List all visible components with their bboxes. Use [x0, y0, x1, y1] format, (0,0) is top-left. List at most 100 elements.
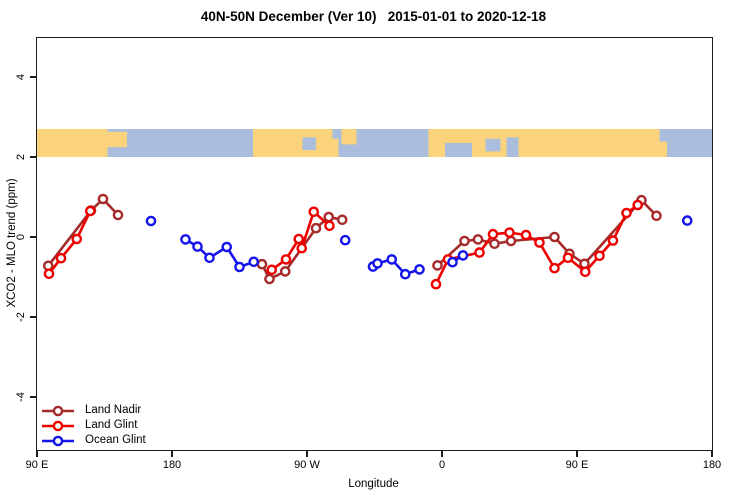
data-point-land-glint	[579, 266, 591, 278]
data-point-land-glint	[487, 228, 499, 240]
series-land-glint	[43, 199, 644, 290]
x-tick-mark	[711, 450, 713, 457]
data-point-land-glint	[324, 220, 335, 232]
data-point-land-nadir	[505, 235, 517, 247]
data-point-land-glint	[549, 262, 560, 274]
data-point-ocean-glint	[234, 261, 245, 273]
x-tick-mark	[576, 450, 578, 457]
map-water-patch	[445, 143, 472, 157]
data-point-ocean-glint	[457, 250, 469, 261]
data-point-land-nadir	[310, 222, 322, 234]
legend-marker-ocean-glint-icon	[42, 435, 74, 446]
data-point-land-glint	[296, 242, 308, 254]
y-tick-mark	[30, 76, 36, 78]
data-point-land-glint	[594, 250, 605, 262]
series-ocean-glint	[145, 215, 693, 280]
data-point-land-glint	[562, 252, 574, 264]
chart-canvas	[37, 129, 712, 290]
x-tick-mark	[171, 450, 173, 457]
data-point-land-glint	[308, 206, 320, 218]
data-point-land-glint	[607, 235, 619, 246]
data-point-land-nadir	[549, 231, 560, 243]
data-point-land-glint	[280, 254, 292, 265]
data-point-land-glint	[84, 205, 96, 217]
legend-label-land-nadir: Land Nadir	[85, 404, 142, 416]
data-point-land-nadir	[112, 209, 124, 221]
map-land-segment	[107, 131, 127, 148]
x-tick-label: 0	[438, 459, 446, 471]
series-land-nadir	[42, 193, 662, 285]
data-point-ocean-glint	[339, 234, 351, 246]
data-point-ocean-glint	[372, 258, 383, 269]
map-water-patch	[485, 138, 501, 152]
data-point-land-nadir	[264, 273, 275, 285]
map-water-patch	[332, 129, 339, 139]
data-point-land-glint	[534, 237, 545, 248]
x-tick-label: 90 W	[294, 459, 320, 471]
data-point-ocean-glint	[221, 241, 233, 253]
series-line-land-glint	[47, 209, 92, 276]
x-tick-mark	[36, 450, 38, 457]
y-tick-mark	[30, 156, 36, 158]
map-land-segment	[37, 129, 108, 157]
data-point-ocean-glint	[204, 252, 215, 264]
data-point-land-nadir	[279, 266, 291, 277]
data-point-ocean-glint	[248, 256, 260, 268]
data-point-land-glint	[621, 207, 632, 219]
legend: Land Nadir Land Glint Ocean Glint	[41, 403, 146, 448]
legend-item-ocean-glint: Ocean Glint	[41, 433, 146, 448]
data-point-land-nadir	[472, 234, 484, 245]
legend-marker-land-nadir-icon	[42, 405, 74, 416]
map-water-patch	[302, 137, 316, 150]
y-tick-label: 4	[15, 73, 27, 81]
chart-title: 40N-50N December (Ver 10) 2015-01-01 to …	[200, 9, 547, 24]
data-point-ocean-glint	[145, 215, 157, 227]
x-tick-label: 180	[702, 459, 722, 471]
data-point-land-glint	[266, 264, 278, 276]
series-line-land-nadir	[46, 197, 120, 268]
data-point-land-nadir	[97, 193, 109, 205]
world-map-band	[37, 129, 712, 157]
map-land-segment	[659, 141, 667, 157]
data-point-land-nadir	[432, 260, 443, 271]
legend-label-land-glint: Land Glint	[85, 419, 138, 431]
data-point-ocean-glint	[681, 215, 693, 226]
data-point-land-glint	[504, 227, 515, 238]
y-tick-label: 0	[15, 233, 27, 241]
data-point-land-nadir	[651, 210, 662, 222]
x-axis-label: Longitude	[348, 478, 399, 490]
y-tick-mark	[30, 236, 36, 238]
map-land-segment	[341, 129, 357, 145]
y-tick-label: -2	[15, 312, 27, 322]
data-point-land-glint	[293, 233, 305, 245]
data-point-ocean-glint	[414, 264, 425, 275]
data-point-ocean-glint	[192, 241, 203, 252]
map-land-segment	[253, 129, 339, 157]
x-tick-mark	[306, 450, 308, 457]
x-tick-label: 90 E	[25, 459, 49, 471]
x-tick-mark	[441, 450, 443, 457]
data-point-land-nadir	[323, 211, 335, 223]
data-point-land-nadir	[256, 258, 268, 270]
legend-item-land-nadir: Land Nadir	[41, 403, 146, 418]
data-point-land-glint	[474, 247, 485, 258]
data-point-ocean-glint	[386, 254, 398, 265]
legend-marker-land-glint-icon	[42, 420, 74, 431]
legend-item-land-glint: Land Glint	[41, 418, 146, 433]
y-tick-mark	[30, 316, 36, 318]
data-point-ocean-glint	[447, 256, 458, 268]
data-point-land-glint	[43, 268, 55, 280]
y-axis-label: XCO2 - MLO trend (ppm)	[6, 178, 18, 308]
data-point-land-glint	[71, 233, 83, 245]
data-point-land-glint	[520, 229, 532, 241]
data-point-land-glint	[430, 278, 442, 290]
map-water-patch	[506, 137, 519, 157]
data-point-land-nadir	[336, 214, 348, 226]
y-tick-label: -4	[15, 392, 27, 402]
data-point-land-nadir	[489, 238, 500, 250]
data-point-land-glint	[55, 252, 67, 264]
x-tick-label: 180	[162, 459, 182, 471]
data-point-ocean-glint	[180, 234, 191, 245]
data-point-ocean-glint	[399, 268, 411, 280]
